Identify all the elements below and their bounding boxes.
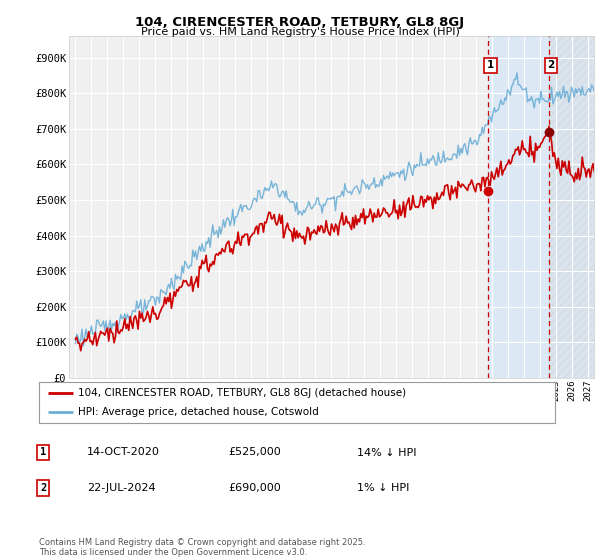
Text: 14% ↓ HPI: 14% ↓ HPI xyxy=(357,447,416,458)
Bar xyxy=(548,36,594,378)
Text: 22-JUL-2024: 22-JUL-2024 xyxy=(87,483,155,493)
Text: 1: 1 xyxy=(40,447,46,458)
Text: 104, CIRENCESTER ROAD, TETBURY, GL8 8GJ: 104, CIRENCESTER ROAD, TETBURY, GL8 8GJ xyxy=(136,16,464,29)
Text: £525,000: £525,000 xyxy=(228,447,281,458)
Text: HPI: Average price, detached house, Cotswold: HPI: Average price, detached house, Cots… xyxy=(77,407,319,417)
Text: 14-OCT-2020: 14-OCT-2020 xyxy=(87,447,160,458)
Bar xyxy=(488,36,548,378)
Text: Price paid vs. HM Land Registry's House Price Index (HPI): Price paid vs. HM Land Registry's House … xyxy=(140,27,460,37)
Text: £690,000: £690,000 xyxy=(228,483,281,493)
Text: 1% ↓ HPI: 1% ↓ HPI xyxy=(357,483,409,493)
Text: 2: 2 xyxy=(547,60,554,71)
Text: 104, CIRENCESTER ROAD, TETBURY, GL8 8GJ (detached house): 104, CIRENCESTER ROAD, TETBURY, GL8 8GJ … xyxy=(77,389,406,398)
Text: Contains HM Land Registry data © Crown copyright and database right 2025.
This d: Contains HM Land Registry data © Crown c… xyxy=(39,538,365,557)
Text: 2: 2 xyxy=(40,483,46,493)
Text: 1: 1 xyxy=(487,60,494,71)
